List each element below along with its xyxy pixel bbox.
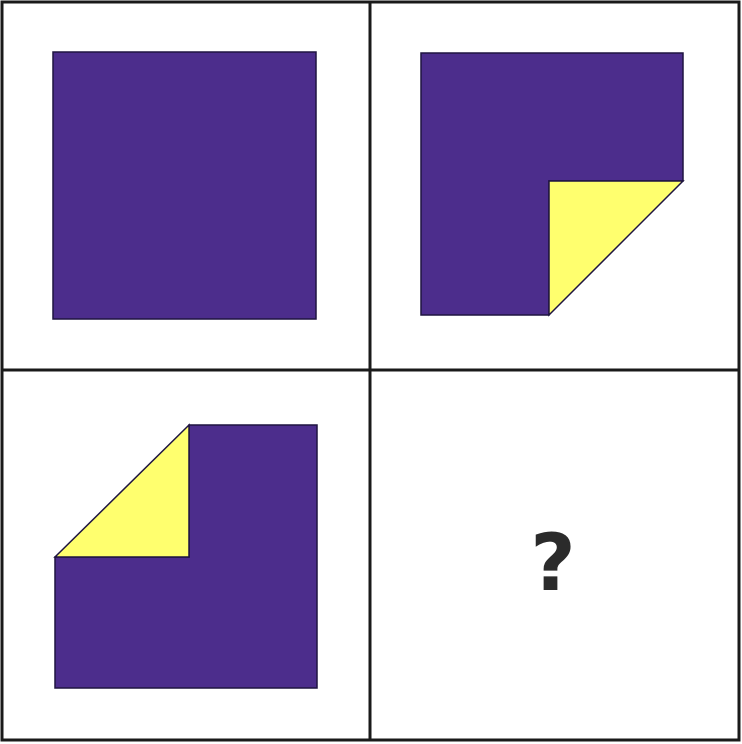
panel-bottom-right: ? <box>530 519 575 609</box>
panel-top-right <box>420 52 685 317</box>
yellow-folded-flap <box>548 180 685 317</box>
question-mark: ? <box>530 519 575 609</box>
panel-top-left <box>52 51 317 320</box>
panel-bottom-left <box>53 423 318 689</box>
yellow-folded-flap <box>53 423 190 558</box>
purple-square <box>52 51 317 320</box>
